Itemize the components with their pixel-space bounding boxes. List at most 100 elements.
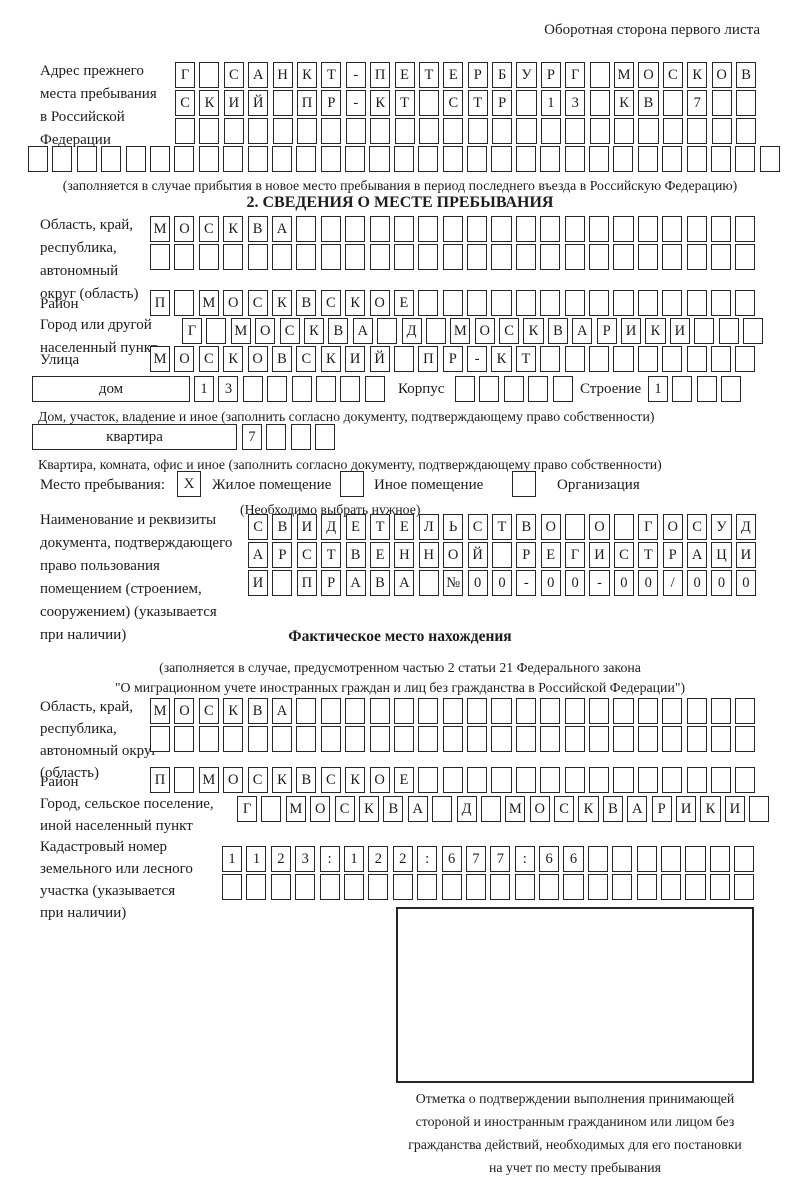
char-cell[interactable]: Д [735,514,756,540]
char-cell[interactable] [661,874,682,900]
char-cell[interactable]: Р [651,796,672,822]
char-cell[interactable] [742,318,764,344]
char-cell[interactable] [320,216,341,242]
char-cell[interactable] [491,726,512,752]
char-cell[interactable] [467,726,488,752]
char-cell[interactable] [369,146,390,172]
char-cell[interactable] [393,146,414,172]
char-cell[interactable] [564,216,585,242]
char-cell[interactable]: С [320,290,341,316]
char-cell[interactable] [613,767,634,793]
char-cell[interactable] [721,376,742,402]
char-cell[interactable]: А [627,796,648,822]
char-cell[interactable]: М [614,62,635,88]
char-cell[interactable] [515,216,536,242]
char-cell[interactable]: О [223,767,244,793]
char-cell[interactable]: Р [596,318,617,344]
char-cell[interactable] [442,290,463,316]
char-cell[interactable]: - [516,570,537,596]
char-cell[interactable] [636,874,657,900]
char-cell[interactable]: Т [467,90,488,116]
char-cell[interactable] [540,290,561,316]
char-cell[interactable]: 6 [539,846,560,872]
char-cell[interactable]: А [248,542,269,568]
char-cell[interactable] [514,874,535,900]
char-cell[interactable] [417,874,438,900]
char-cell[interactable] [565,118,586,144]
char-cell[interactable] [662,244,683,270]
char-cell[interactable] [662,346,683,372]
char-cell[interactable]: О [474,318,495,344]
char-cell[interactable] [709,846,730,872]
char-cell[interactable] [291,376,312,402]
char-cell[interactable] [696,376,717,402]
char-cell[interactable] [248,118,269,144]
char-cell[interactable] [369,216,390,242]
char-cell[interactable]: С [247,767,268,793]
char-cell[interactable]: О [711,62,732,88]
char-cell[interactable] [272,90,293,116]
char-cell[interactable]: О [255,318,276,344]
char-cell[interactable] [516,90,537,116]
char-cell[interactable] [418,118,439,144]
char-cell[interactable]: Е [393,767,414,793]
char-cell[interactable]: Й [467,542,488,568]
char-cell[interactable] [709,874,730,900]
char-cell[interactable]: 1 [540,90,561,116]
char-cell[interactable]: О [174,698,195,724]
char-cell[interactable] [637,346,658,372]
char-cell[interactable] [686,216,707,242]
char-cell[interactable]: И [345,346,366,372]
char-cell[interactable] [247,146,268,172]
char-cell[interactable]: И [589,542,610,568]
char-cell[interactable] [564,346,585,372]
char-cell[interactable] [491,146,512,172]
char-cell[interactable]: В [296,767,317,793]
char-cell[interactable] [710,698,732,724]
char-cell[interactable]: 1 [194,376,215,402]
char-cell[interactable] [540,698,561,724]
char-cell[interactable]: С [198,216,219,242]
char-cell[interactable]: С [499,318,520,344]
char-cell[interactable] [503,376,524,402]
char-cell[interactable] [28,146,49,172]
char-cell[interactable]: 0 [540,570,561,596]
char-cell[interactable] [369,698,390,724]
char-cell[interactable]: 0 [638,570,659,596]
char-cell[interactable]: : [514,846,535,872]
char-cell[interactable] [589,346,610,372]
char-cell[interactable] [206,318,227,344]
char-cell[interactable]: И [724,796,745,822]
char-cell[interactable]: А [352,318,373,344]
char-cell[interactable] [467,698,488,724]
char-cell[interactable]: И [296,514,317,540]
char-cell[interactable] [686,726,707,752]
char-cell[interactable] [564,290,585,316]
char-cell[interactable]: П [296,570,317,596]
char-cell[interactable]: О [369,767,390,793]
char-cell[interactable]: 7 [242,424,263,450]
char-cell[interactable]: А [271,216,293,242]
char-cell[interactable]: К [271,290,293,316]
char-cell[interactable] [589,216,610,242]
char-cell[interactable]: А [345,570,366,596]
char-cell[interactable]: Г [175,62,196,88]
char-cell[interactable]: И [223,90,244,116]
char-cell[interactable]: Е [345,514,366,540]
char-cell[interactable] [271,244,293,270]
char-cell[interactable] [662,290,683,316]
char-cell[interactable] [662,90,683,116]
char-cell[interactable] [393,346,414,372]
char-cell[interactable] [442,767,463,793]
char-cell[interactable] [710,726,732,752]
char-cell[interactable] [637,767,658,793]
char-cell[interactable]: В [272,514,293,540]
char-cell[interactable]: Е [394,514,415,540]
char-cell[interactable]: С [296,346,317,372]
char-cell[interactable] [223,146,244,172]
char-cell[interactable] [418,90,439,116]
char-cell[interactable]: Й [369,346,390,372]
char-cell[interactable] [539,874,560,900]
char-cell[interactable] [613,290,634,316]
char-cell[interactable] [589,118,610,144]
